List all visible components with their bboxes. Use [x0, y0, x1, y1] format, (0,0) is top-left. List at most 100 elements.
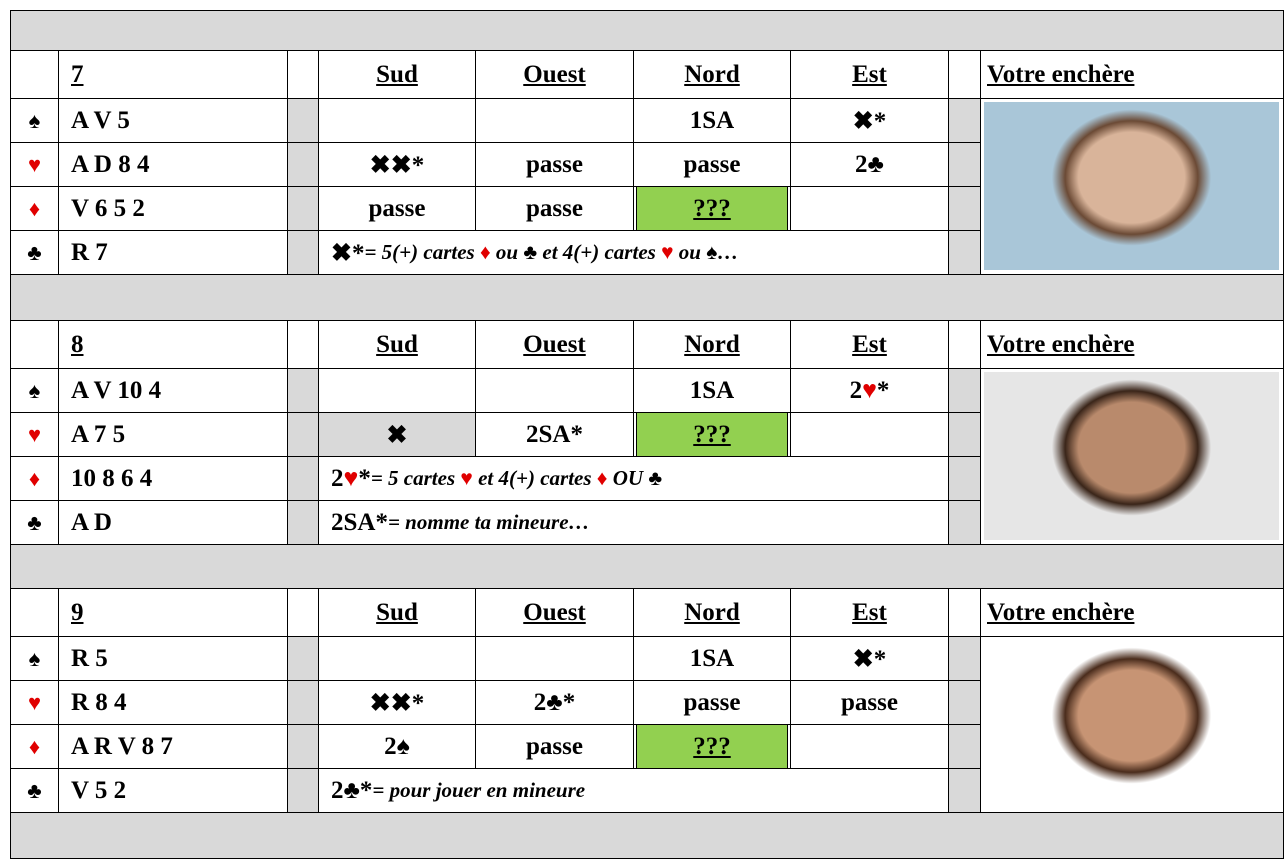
spacer	[948, 98, 981, 143]
spacer	[948, 680, 981, 725]
text-part: 1SA	[689, 106, 735, 134]
note: 2SA* = nomme ta mineure…	[318, 500, 949, 545]
text-part: passe	[526, 150, 583, 178]
text-part: 2SA*	[331, 508, 388, 536]
hand: A D	[58, 500, 288, 545]
note-text: = nomme ta mineure…	[388, 510, 590, 535]
text-part: 2♣	[855, 150, 884, 178]
suit-header	[10, 588, 59, 637]
text-part: passe	[683, 688, 741, 716]
spacer	[948, 320, 981, 369]
answer-header: Votre enchère	[980, 320, 1284, 369]
hand: 10 8 6 4	[58, 456, 288, 501]
column-header: Ouest	[475, 50, 634, 99]
bid: 1SA	[633, 636, 791, 681]
hand: V 5 2	[58, 768, 288, 813]
spacer	[287, 412, 319, 457]
suit: ♠	[10, 636, 59, 681]
column-header: Ouest	[475, 320, 634, 369]
bid: passe	[475, 186, 634, 231]
spacer	[948, 50, 981, 99]
text-part: 1SA	[689, 376, 735, 404]
column-header: Est	[790, 320, 949, 369]
text-part: 2	[849, 376, 863, 404]
spacer	[287, 456, 319, 501]
suit: ♦	[10, 724, 59, 769]
text-part: ✖*	[852, 645, 887, 673]
spacer	[287, 98, 319, 143]
text-part: ???	[693, 420, 731, 448]
suit: ♣	[10, 230, 59, 275]
text-part: *	[358, 464, 371, 492]
text-part: 2♣*	[533, 688, 576, 716]
spacer	[287, 588, 319, 637]
hand: R 7	[58, 230, 288, 275]
suit: ♥	[10, 142, 59, 187]
text-part: 2	[331, 464, 344, 492]
text-part: passe	[526, 732, 583, 760]
text-part: passe	[683, 150, 741, 178]
hand: R 8 4	[58, 680, 288, 725]
bid: passe	[633, 142, 791, 187]
deal-number: 8	[58, 320, 288, 369]
bid: passe	[475, 142, 634, 187]
column-header: Est	[790, 588, 949, 637]
bid: 2♣	[790, 142, 949, 187]
bid	[790, 412, 949, 457]
column-header: Sud	[318, 588, 476, 637]
note-text: = pour jouer en mineure	[372, 778, 585, 803]
note: 2 ♥ * = 5 cartes ♥ et 4(+) cartes ♦ OU ♣	[318, 456, 949, 501]
text-part: passe	[526, 194, 583, 222]
bid	[318, 368, 476, 413]
text-part: ???	[693, 732, 731, 760]
text-part: ou ♠…	[673, 240, 739, 264]
text-part: ✖*	[331, 239, 365, 267]
text-part: = 5(+) cartes	[364, 240, 480, 264]
note: 2♣* = pour jouer en mineure	[318, 768, 949, 813]
text-part: = nomme ta mineure…	[387, 510, 590, 534]
bid	[790, 724, 949, 769]
suit: ♠	[10, 368, 59, 413]
column-header: Sud	[318, 50, 476, 99]
bid	[475, 636, 634, 681]
bid	[790, 186, 949, 231]
note-text: = 5(+) cartes ♦ ou ♣ et 4(+) cartes ♥ ou…	[364, 240, 738, 265]
separator	[10, 274, 1284, 321]
suit: ♥	[10, 680, 59, 725]
bid: passe	[790, 680, 949, 725]
bid	[475, 368, 634, 413]
column-header: Ouest	[475, 588, 634, 637]
text-part: *	[876, 376, 890, 404]
bid: passe	[475, 724, 634, 769]
column-header: Sud	[318, 320, 476, 369]
spacer	[948, 636, 981, 681]
spacer	[948, 230, 981, 275]
bid: ✖*	[790, 98, 949, 143]
bid: ✖✖*	[318, 680, 476, 725]
text-part: ♥	[343, 464, 359, 492]
spacer	[287, 636, 319, 681]
hand: A 7 5	[58, 412, 288, 457]
suit: ♠	[10, 98, 59, 143]
text-part: ♥	[661, 240, 674, 264]
text-part: ♥	[460, 466, 473, 490]
hand: A D 8 4	[58, 142, 288, 187]
text-part: ✖✖*	[369, 151, 425, 179]
answer-header: Votre enchère	[980, 50, 1284, 99]
spacer	[948, 724, 981, 769]
suit: ♣	[10, 768, 59, 813]
spacer	[287, 186, 319, 231]
text-part: = pour jouer en mineure	[372, 778, 586, 802]
bid	[318, 98, 476, 143]
suit: ♦	[10, 186, 59, 231]
text-part: passe	[841, 688, 898, 716]
bid: ???	[636, 186, 788, 231]
spacer	[948, 768, 981, 813]
text-part: ♦	[596, 466, 608, 490]
spacer	[948, 368, 981, 413]
spacer	[287, 724, 319, 769]
bid: 2♠	[318, 724, 476, 769]
spacer	[287, 500, 319, 545]
deal-number: 9	[58, 588, 288, 637]
